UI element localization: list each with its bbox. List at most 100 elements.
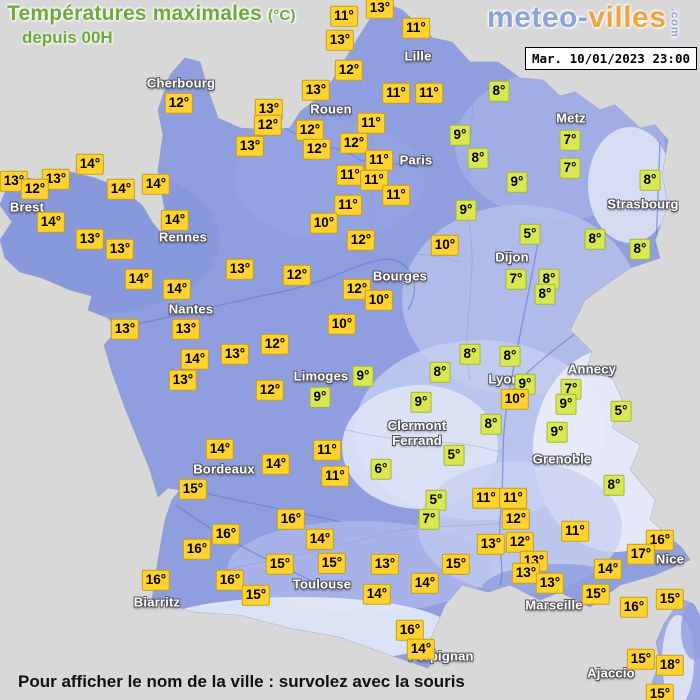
temp-badge[interactable]: 8° bbox=[499, 345, 521, 367]
temp-badge[interactable]: 11° bbox=[365, 149, 393, 171]
temp-badge[interactable]: 10° bbox=[430, 234, 460, 256]
temp-badge[interactable]: 11° bbox=[330, 5, 358, 27]
temp-badge[interactable]: 5° bbox=[443, 444, 465, 466]
temp-badge[interactable]: 16° bbox=[276, 508, 306, 530]
temp-badge[interactable]: 11° bbox=[321, 465, 349, 487]
temp-badge[interactable]: 14° bbox=[75, 153, 105, 175]
temp-badge[interactable]: 13° bbox=[535, 572, 565, 594]
temp-badge[interactable]: 13° bbox=[105, 238, 135, 260]
temp-badge[interactable]: 14° bbox=[362, 583, 392, 605]
temp-badge[interactable]: 16° bbox=[182, 538, 212, 560]
temp-badge[interactable]: 11° bbox=[336, 164, 364, 186]
temp-badge[interactable]: 13° bbox=[168, 369, 198, 391]
temp-badge[interactable]: 8° bbox=[584, 228, 606, 250]
temp-badge[interactable]: 14° bbox=[261, 453, 291, 475]
temp-badge[interactable]: 6° bbox=[370, 458, 392, 480]
temp-badge[interactable]: 9° bbox=[449, 124, 471, 146]
temp-badge[interactable]: 13° bbox=[220, 343, 250, 365]
temp-badge[interactable]: 7° bbox=[559, 157, 581, 179]
temp-badge[interactable]: 15° bbox=[581, 583, 611, 605]
temp-badge[interactable]: 14° bbox=[205, 438, 235, 460]
temp-badge[interactable]: 11° bbox=[334, 194, 362, 216]
temp-badge[interactable]: 8° bbox=[459, 343, 481, 365]
temp-badge[interactable]: 15° bbox=[317, 552, 347, 574]
temp-badge[interactable]: 12° bbox=[342, 278, 372, 300]
temp-badge[interactable]: 15° bbox=[626, 648, 656, 670]
temp-badge[interactable]: 5° bbox=[425, 489, 447, 511]
temp-badge[interactable]: 12° bbox=[164, 92, 194, 114]
temp-badge[interactable]: 16° bbox=[395, 619, 425, 641]
temp-badge[interactable]: 15° bbox=[655, 588, 685, 610]
temp-badge[interactable]: 13° bbox=[171, 318, 201, 340]
temp-badge[interactable]: 14° bbox=[141, 173, 171, 195]
temp-badge[interactable]: 10° bbox=[500, 388, 530, 410]
temp-badge[interactable]: 8° bbox=[639, 169, 661, 191]
temp-badge[interactable]: 14° bbox=[593, 558, 623, 580]
temp-badge[interactable]: 12° bbox=[295, 119, 325, 141]
temp-badge[interactable]: 10° bbox=[364, 289, 394, 311]
temp-badge[interactable]: 5° bbox=[519, 223, 541, 245]
temp-badge[interactable]: 16° bbox=[215, 569, 245, 591]
temp-badge[interactable]: 11° bbox=[561, 520, 589, 542]
temp-badge[interactable]: 9° bbox=[555, 393, 577, 415]
temp-badge[interactable]: 13° bbox=[110, 318, 140, 340]
temp-badge[interactable]: 14° bbox=[180, 348, 210, 370]
temp-badge[interactable]: 14° bbox=[162, 278, 192, 300]
temp-badge[interactable]: 8° bbox=[467, 147, 489, 169]
temp-badge[interactable]: 9° bbox=[506, 171, 528, 193]
temp-badge[interactable]: 8° bbox=[534, 283, 556, 305]
temp-badge[interactable]: 13° bbox=[235, 135, 265, 157]
temp-badge[interactable]: 16° bbox=[619, 596, 649, 618]
temp-badge[interactable]: 5° bbox=[610, 400, 632, 422]
temp-badge[interactable]: 12° bbox=[334, 59, 364, 81]
temp-badge[interactable]: 13° bbox=[254, 98, 284, 120]
temp-badge[interactable]: 8° bbox=[480, 413, 502, 435]
temp-badge[interactable]: 7° bbox=[559, 129, 581, 151]
temp-badge[interactable]: 10° bbox=[327, 313, 357, 335]
temp-badge[interactable]: 12° bbox=[253, 114, 283, 136]
temp-badge[interactable]: 12° bbox=[282, 264, 312, 286]
temp-badge[interactable]: 8° bbox=[488, 80, 510, 102]
temp-badge[interactable]: 11° bbox=[499, 487, 527, 509]
temp-badge[interactable]: 8° bbox=[629, 238, 651, 260]
temp-badge[interactable]: 15° bbox=[441, 553, 471, 575]
temp-badge[interactable]: 11° bbox=[402, 17, 430, 39]
temp-badge[interactable]: 18° bbox=[655, 654, 685, 676]
temp-badge[interactable]: 7° bbox=[418, 508, 440, 530]
temp-badge[interactable]: 13° bbox=[75, 228, 105, 250]
temp-badge[interactable]: 14° bbox=[305, 528, 335, 550]
temp-badge[interactable]: 15° bbox=[178, 478, 208, 500]
temp-badge[interactable]: 11° bbox=[382, 184, 410, 206]
temp-badge[interactable]: 14° bbox=[124, 268, 154, 290]
temp-badge[interactable]: 13° bbox=[476, 533, 506, 555]
temp-badge[interactable]: 12° bbox=[346, 229, 376, 251]
temp-badge[interactable]: 11° bbox=[415, 82, 443, 104]
temp-badge[interactable]: 9° bbox=[352, 365, 374, 387]
temp-badge[interactable]: 13° bbox=[365, 0, 395, 19]
meteo-villes-logo[interactable]: meteo-villes .com bbox=[487, 1, 680, 38]
temp-badge[interactable]: 15° bbox=[645, 683, 675, 700]
temp-badge[interactable]: 12° bbox=[339, 132, 369, 154]
temp-badge[interactable]: 11° bbox=[472, 487, 500, 509]
temp-badge[interactable]: 11° bbox=[382, 82, 410, 104]
temp-badge[interactable]: 12° bbox=[255, 379, 285, 401]
temp-badge[interactable]: 12° bbox=[501, 508, 531, 530]
temp-badge[interactable]: 12° bbox=[20, 178, 50, 200]
temp-badge[interactable]: 10° bbox=[309, 212, 339, 234]
temp-badge[interactable]: 13° bbox=[511, 562, 541, 584]
temp-badge[interactable]: 15° bbox=[241, 584, 271, 606]
temp-badge[interactable]: 14° bbox=[106, 178, 136, 200]
temp-badge[interactable]: 12° bbox=[260, 333, 290, 355]
temp-badge[interactable]: 11° bbox=[357, 112, 385, 134]
temp-badge[interactable]: 9° bbox=[410, 391, 432, 413]
temp-badge[interactable]: 14° bbox=[160, 209, 190, 231]
temp-badge[interactable]: 14° bbox=[36, 211, 66, 233]
temp-badge[interactable]: 11° bbox=[313, 439, 341, 461]
temp-badge[interactable]: 12° bbox=[505, 531, 535, 553]
temp-badge[interactable]: 14° bbox=[410, 572, 440, 594]
temp-badge[interactable]: 15° bbox=[265, 553, 295, 575]
temp-badge[interactable]: 13° bbox=[370, 553, 400, 575]
temp-badge[interactable]: 13° bbox=[325, 29, 355, 51]
temp-badge[interactable]: 8° bbox=[429, 361, 451, 383]
temp-badge[interactable]: 12° bbox=[302, 138, 332, 160]
